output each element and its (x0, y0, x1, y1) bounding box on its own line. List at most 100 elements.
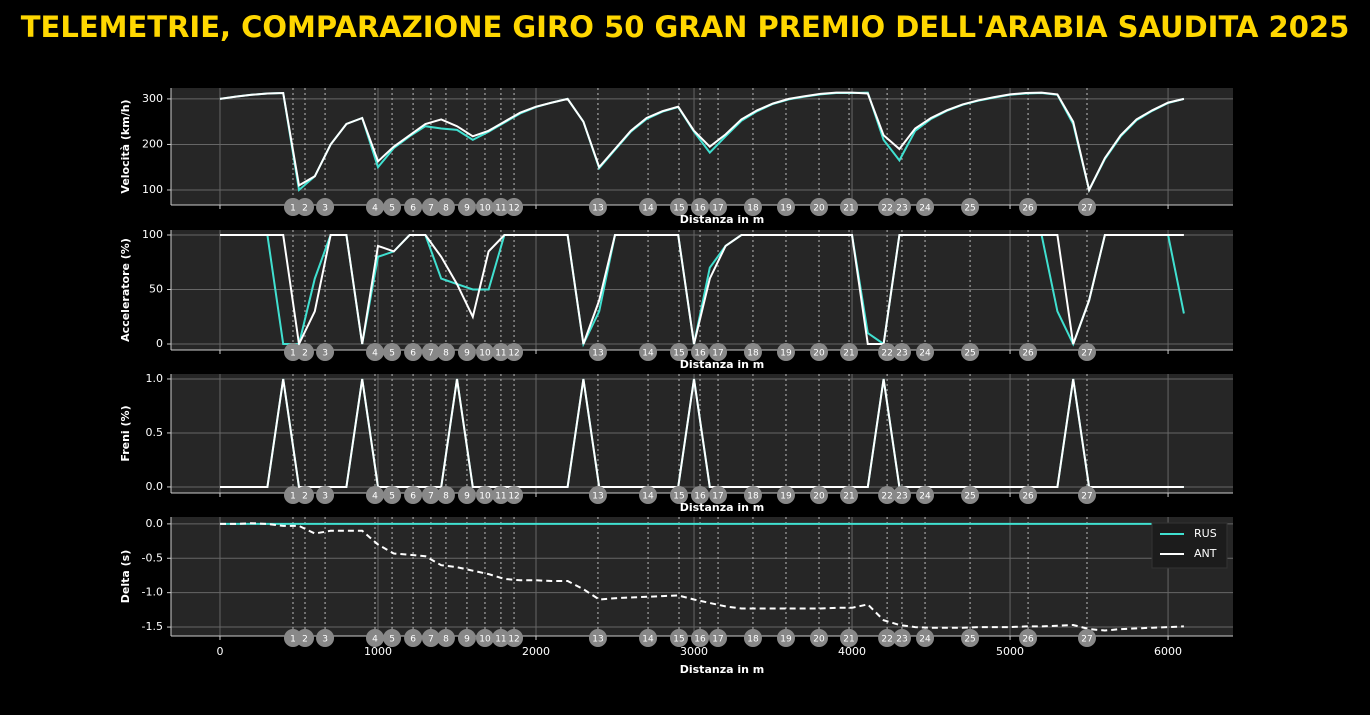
corner-label: 10 (479, 204, 491, 214)
corner-label: 21 (843, 635, 854, 645)
corner-label: 7 (428, 492, 434, 502)
x-axis-label: Distanza in m (680, 213, 765, 226)
corner-marker (505, 198, 524, 216)
corner-label: 5 (389, 204, 395, 214)
corner-marker (295, 486, 314, 504)
corner-marker (475, 629, 494, 647)
corner-marker (840, 629, 859, 647)
corner-label: 7 (428, 349, 434, 359)
corner-label: 9 (464, 349, 470, 359)
x-axis-label: Distanza in m (680, 501, 765, 514)
y-axis-label: Acceleratore (%) (119, 238, 132, 342)
x-tick-label: 1000 (364, 645, 392, 658)
corner-label: 22 (881, 204, 892, 214)
corner-label: 21 (843, 492, 854, 502)
plot-area (171, 517, 1233, 636)
corner-label: 24 (919, 635, 931, 645)
corner-label: 8 (443, 349, 449, 359)
corner-marker (840, 343, 859, 361)
corner-label: 5 (389, 635, 395, 645)
corner-marker (457, 198, 476, 216)
corner-marker (776, 343, 795, 361)
corner-marker (892, 343, 911, 361)
corner-marker (295, 198, 314, 216)
corner-marker (878, 486, 897, 504)
x-axis-label: Distanza in m (680, 358, 765, 371)
corner-marker (670, 486, 689, 504)
corner-marker (670, 629, 689, 647)
corner-marker (916, 486, 935, 504)
corner-marker (840, 198, 859, 216)
corner-marker (436, 198, 455, 216)
corner-marker (709, 629, 728, 647)
corner-marker (383, 629, 402, 647)
corner-label: 3 (322, 204, 328, 214)
corner-marker (691, 486, 710, 504)
corner-marker (916, 629, 935, 647)
y-axis-label: Velocità (km/h) (119, 99, 132, 193)
corner-label: 8 (443, 204, 449, 214)
corner-label: 16 (694, 349, 706, 359)
x-tick-label: 2000 (522, 645, 550, 658)
corner-label: 13 (592, 492, 603, 502)
corner-label: 15 (673, 635, 684, 645)
corner-label: 17 (712, 204, 723, 214)
legend-label: ANT (1194, 547, 1217, 560)
y-tick-label: 200 (142, 137, 163, 150)
corner-marker (639, 343, 658, 361)
corner-label: 7 (428, 635, 434, 645)
corner-marker (961, 198, 980, 216)
corner-label: 3 (322, 492, 328, 502)
corner-label: 24 (919, 349, 931, 359)
corner-marker (639, 629, 658, 647)
corner-marker (892, 198, 911, 216)
corner-label: 2 (302, 492, 308, 502)
corner-label: 19 (780, 492, 792, 502)
corner-marker (383, 198, 402, 216)
x-tick-label: 0 (216, 645, 223, 658)
corner-label: 17 (712, 349, 723, 359)
corner-marker (421, 198, 440, 216)
corner-marker (436, 629, 455, 647)
corner-label: 20 (813, 349, 825, 359)
corner-marker (457, 343, 476, 361)
y-tick-label: 0.0 (146, 480, 164, 493)
corner-marker (457, 629, 476, 647)
corner-marker (475, 486, 494, 504)
corner-label: 22 (881, 492, 892, 502)
y-tick-label: -1.5 (142, 620, 163, 633)
corner-marker (404, 629, 423, 647)
corner-marker (810, 198, 829, 216)
x-tick-label: 5000 (996, 645, 1024, 658)
corner-marker (383, 486, 402, 504)
corner-marker (1019, 198, 1038, 216)
corner-marker (1077, 629, 1096, 647)
y-axis-label: Delta (s) (119, 550, 132, 603)
y-tick-label: 0.5 (146, 426, 164, 439)
corner-label: 17 (712, 492, 723, 502)
corner-marker (491, 629, 510, 647)
corner-marker (878, 343, 897, 361)
corner-marker (588, 629, 607, 647)
corner-label: 26 (1022, 635, 1034, 645)
corner-marker (670, 198, 689, 216)
corner-label: 9 (464, 635, 470, 645)
corner-label: 9 (464, 204, 470, 214)
corner-label: 9 (464, 492, 470, 502)
corner-marker (404, 198, 423, 216)
corner-label: 25 (964, 492, 975, 502)
corner-label: 26 (1022, 204, 1034, 214)
corner-marker (776, 198, 795, 216)
corner-marker (916, 343, 935, 361)
corner-marker (383, 343, 402, 361)
corner-label: 18 (747, 349, 759, 359)
corner-label: 27 (1081, 492, 1092, 502)
corner-label: 5 (389, 492, 395, 502)
corner-label: 12 (508, 349, 519, 359)
corner-label: 14 (642, 635, 654, 645)
corner-label: 14 (642, 204, 654, 214)
corner-label: 3 (322, 635, 328, 645)
corner-marker (365, 343, 384, 361)
series-line (220, 522, 1184, 632)
